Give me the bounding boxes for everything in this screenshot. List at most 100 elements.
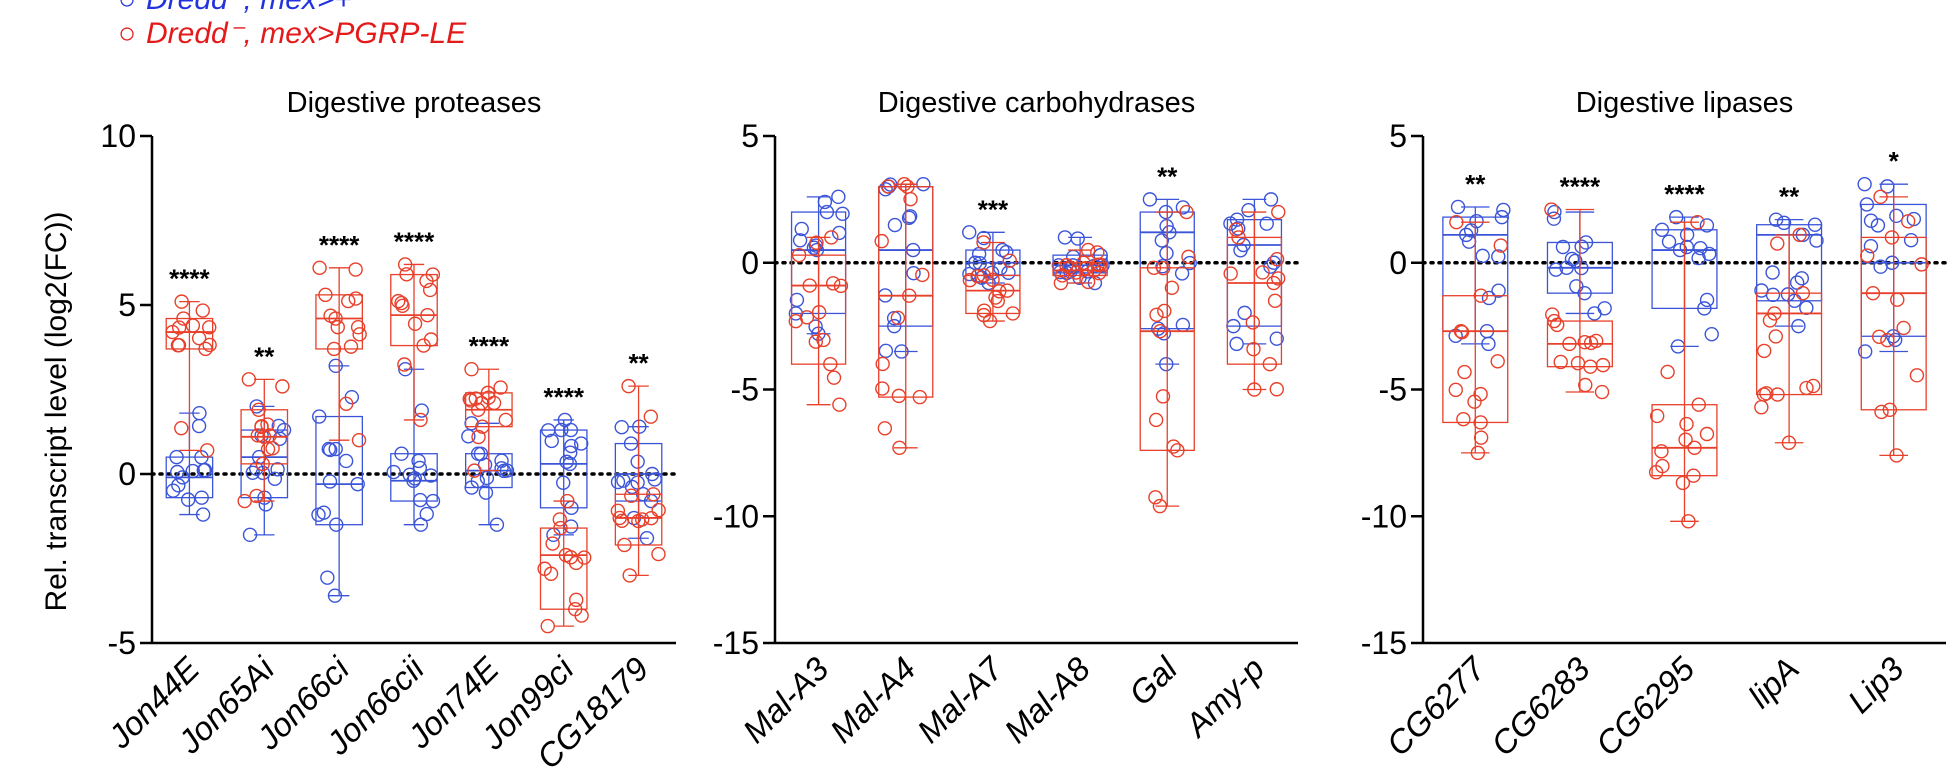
data-point [563, 422, 579, 438]
data-point [1146, 260, 1162, 276]
data-point [1496, 202, 1511, 218]
data-point [1569, 279, 1584, 294]
data-point [1690, 214, 1705, 230]
data-point [1090, 245, 1105, 260]
data-point [811, 305, 827, 320]
legend-item-control: ○Dredd⁻; mex>+ [118, 0, 352, 17]
data-point [326, 341, 342, 357]
significance-label: **** [543, 382, 584, 412]
data-point [391, 293, 406, 309]
data-point [792, 233, 808, 248]
data-point [1799, 300, 1814, 316]
data-point [809, 235, 824, 250]
data-point [1271, 271, 1286, 286]
data-point [1578, 377, 1593, 393]
significance-label: **** [1560, 172, 1601, 202]
data-point [1583, 335, 1599, 351]
y-tick-label: 5 [741, 118, 759, 154]
data-point [1475, 248, 1490, 264]
panel-title: Digestive proteases [287, 87, 542, 119]
data-point [1654, 444, 1669, 459]
data-point [1269, 382, 1284, 397]
y-tick-label: -5 [731, 372, 759, 408]
data-point [621, 378, 636, 394]
data-point [318, 287, 333, 303]
data-point [1470, 445, 1486, 461]
data-point [1162, 225, 1177, 240]
data-point [1051, 258, 1067, 273]
data-point [180, 492, 196, 507]
data-point [643, 409, 659, 424]
data-point [467, 463, 482, 478]
data-point [1181, 249, 1196, 265]
data-point [1459, 227, 1474, 243]
data-point [1080, 242, 1096, 258]
data-point [394, 446, 409, 461]
data-point [1874, 404, 1889, 420]
data-point [350, 476, 365, 492]
category-label: CG6295 [1588, 649, 1702, 763]
data-point [1909, 368, 1925, 383]
iqr-box [390, 273, 438, 347]
data-point [1679, 239, 1694, 255]
data-point [543, 566, 559, 581]
data-point [1548, 262, 1564, 277]
data-point [1770, 387, 1785, 402]
y-axis-label: Rel. transcript level (log2(FC)) [40, 211, 73, 611]
data-point [399, 267, 414, 282]
data-point [794, 221, 809, 237]
data-point [826, 370, 842, 385]
data-point [646, 487, 661, 502]
data-point [494, 453, 509, 468]
data-point [1156, 261, 1171, 276]
significance-label: **** [169, 264, 210, 294]
data-point [254, 428, 269, 443]
data-point [817, 194, 833, 210]
data-point [322, 474, 338, 489]
data-point [999, 245, 1014, 260]
data-point [1262, 356, 1278, 372]
data-point [1229, 336, 1244, 352]
data-point [612, 510, 627, 526]
data-point [1473, 386, 1488, 402]
data-point [574, 608, 589, 623]
y-tick-label: -10 [1361, 498, 1407, 534]
data-point [328, 358, 343, 374]
data-point [1880, 332, 1895, 348]
pgrp-le-box [1442, 214, 1509, 461]
data-point [1553, 354, 1568, 370]
significance-label: * [1889, 146, 1900, 176]
data-point [1884, 230, 1900, 245]
data-point [1469, 213, 1484, 229]
data-point [323, 308, 338, 323]
pgrp-le-box [788, 230, 849, 412]
panel-title: Digestive lipases [1576, 87, 1794, 119]
data-point [1865, 285, 1881, 301]
significance-label: *** [978, 194, 1009, 224]
data-point [270, 462, 285, 477]
data-point [185, 318, 201, 333]
data-point [1780, 287, 1796, 302]
data-point [976, 235, 991, 250]
data-point [902, 288, 917, 303]
data-point [995, 242, 1010, 258]
data-point [1155, 389, 1171, 404]
data-point [985, 272, 1000, 287]
control-box [165, 405, 214, 522]
data-point [348, 291, 363, 306]
data-point [478, 485, 494, 500]
data-point [644, 510, 659, 526]
data-point [1223, 266, 1238, 281]
y-tick-label: -15 [713, 625, 759, 661]
pgrp-le-box [874, 176, 934, 456]
data-point [892, 440, 907, 456]
data-point [470, 473, 485, 489]
data-point [1175, 200, 1191, 215]
data-point [1699, 218, 1715, 233]
data-point [568, 555, 584, 571]
pgrp-le-box [537, 493, 592, 634]
data-point [260, 417, 275, 432]
data-point [1679, 227, 1695, 242]
data-point [1255, 265, 1270, 280]
